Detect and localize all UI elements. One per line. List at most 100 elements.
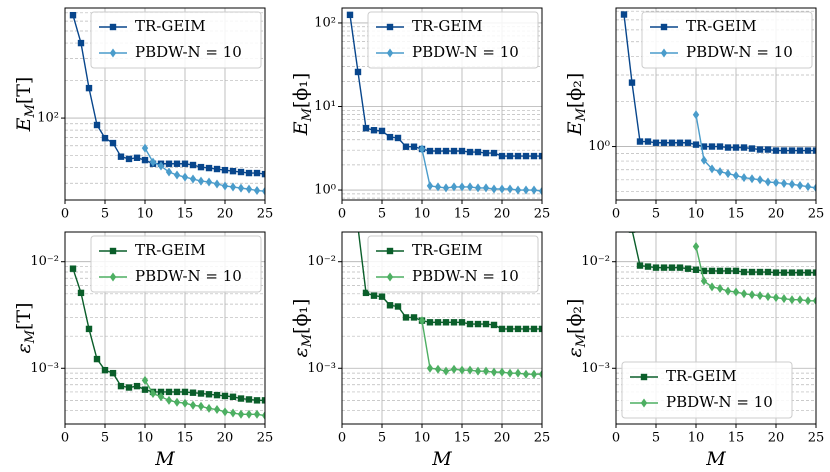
marker (640, 373, 648, 381)
x-tick-label: 15 (177, 431, 194, 446)
x-tick-label: 25 (257, 431, 274, 446)
legend: TR-GEIM PBDW-N = 10 (367, 11, 539, 69)
marker (426, 363, 434, 373)
x-tick-label: 25 (808, 207, 825, 222)
marker (788, 147, 796, 154)
marker (370, 292, 378, 299)
marker (261, 186, 265, 196)
marker (748, 174, 756, 184)
x-tick-label: 10 (414, 431, 431, 446)
marker (804, 147, 812, 154)
marker (141, 156, 149, 164)
y-tick-label: 10⁻³ (30, 361, 59, 376)
marker (133, 382, 141, 390)
x-tick-label: 25 (257, 207, 274, 222)
subplot: 0 5 10 15 20 25 10⁰ 10¹ 10² EM[ϕ₁] TR-GEIM PBDW-N =… (290, 7, 550, 222)
marker (788, 179, 796, 189)
marker (700, 276, 708, 286)
x-tick-label: 20 (217, 207, 234, 222)
y-axis-label: εM[ϕ₂] (564, 299, 589, 358)
marker (482, 149, 490, 157)
y-axis-label: EM[ϕ₂] (564, 73, 589, 137)
marker (386, 272, 394, 282)
marker (724, 267, 732, 275)
marker (442, 319, 450, 326)
y-label-symbol: E (13, 117, 35, 132)
marker (253, 169, 261, 177)
x-tick-label: 0 (338, 207, 346, 222)
marker (229, 408, 237, 418)
marker (402, 143, 410, 150)
legend-label: TR-GEIM (666, 367, 737, 385)
marker (157, 392, 165, 402)
marker (652, 264, 660, 271)
marker (442, 183, 450, 193)
marker (237, 168, 245, 176)
legend-label: PBDW-N = 10 (412, 43, 519, 61)
marker (692, 110, 700, 120)
marker (530, 185, 538, 195)
marker (748, 145, 756, 152)
marker (125, 384, 133, 391)
marker (660, 264, 668, 271)
legend-box (621, 361, 793, 419)
marker (77, 289, 85, 297)
marker (676, 139, 684, 146)
marker (804, 296, 812, 306)
y-tick-label: 10⁻² (581, 254, 610, 269)
marker (506, 325, 514, 333)
marker (740, 144, 748, 151)
x-tick-label: 15 (177, 207, 194, 222)
marker (740, 268, 748, 276)
marker (426, 147, 434, 155)
axes-frame (64, 231, 266, 425)
marker (197, 163, 205, 171)
marker (732, 171, 740, 181)
y-tick-label: 10⁻² (307, 254, 336, 269)
marker (514, 152, 522, 160)
marker (490, 149, 498, 157)
marker (229, 393, 237, 400)
marker (221, 392, 229, 400)
marker (538, 325, 542, 333)
marker (386, 48, 394, 58)
marker (69, 265, 77, 272)
marker (514, 185, 522, 195)
marker (450, 147, 458, 155)
marker (450, 364, 458, 374)
marker (482, 320, 490, 328)
y-label-subscript: M (300, 333, 315, 348)
marker (724, 286, 732, 296)
x-tick-label: 0 (61, 207, 69, 222)
y-label-argument: [ϕ₂] (564, 73, 586, 108)
x-axis-label: M (154, 448, 175, 470)
marker (386, 133, 394, 141)
marker (362, 289, 370, 297)
marker (189, 389, 197, 396)
marker (221, 407, 229, 417)
marker (165, 160, 173, 167)
x-tick-label: 15 (454, 207, 471, 222)
series-line (144, 147, 265, 192)
marker (772, 269, 780, 276)
series-line (421, 320, 542, 375)
marker (213, 405, 221, 415)
marker (213, 179, 221, 189)
marker (708, 267, 716, 275)
x-tick-label: 20 (768, 207, 785, 222)
marker (355, 224, 361, 230)
x-tick-label: 20 (494, 431, 511, 446)
marker (141, 143, 149, 153)
marker (716, 143, 724, 150)
legend-label: TR-GEIM (135, 17, 206, 35)
marker (157, 388, 165, 396)
y-label-symbol: E (564, 121, 586, 136)
marker (780, 269, 788, 276)
x-tick-label: 15 (454, 431, 471, 446)
marker (229, 167, 237, 175)
legend-label: TR-GEIM (412, 241, 483, 259)
marker (490, 367, 498, 377)
marker (498, 367, 506, 377)
marker (764, 177, 772, 187)
